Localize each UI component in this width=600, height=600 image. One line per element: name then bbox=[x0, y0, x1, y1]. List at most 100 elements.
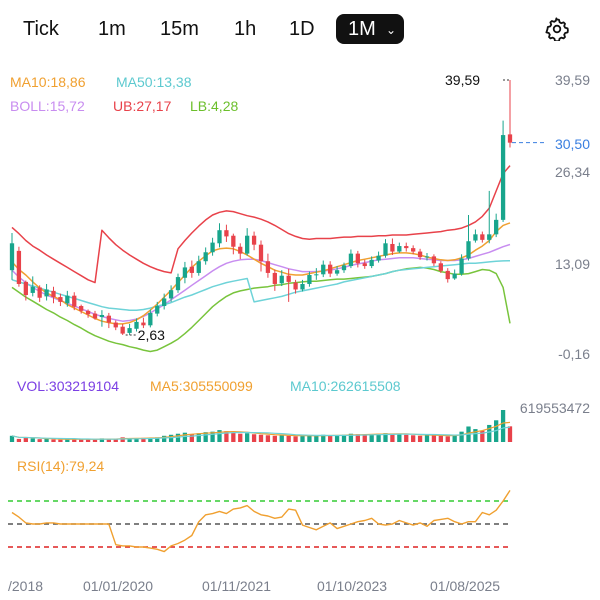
volume-bar bbox=[92, 439, 98, 442]
legend-lb: LB:4,28 bbox=[190, 98, 239, 114]
candle-body bbox=[334, 270, 340, 274]
candle-body bbox=[113, 322, 118, 328]
volume-bar bbox=[113, 439, 118, 442]
volume-bar bbox=[134, 438, 139, 442]
volume-bar bbox=[23, 437, 28, 442]
ub-line bbox=[11, 165, 511, 284]
tab-1h[interactable]: 1h bbox=[234, 18, 257, 40]
tab-tick[interactable]: Tick bbox=[23, 18, 59, 40]
candle-body bbox=[494, 219, 499, 235]
candle-body bbox=[369, 259, 374, 267]
candle-body bbox=[376, 255, 381, 261]
tab-1M[interactable]: 1M ⌄ bbox=[336, 14, 404, 44]
volume-bar bbox=[148, 437, 153, 442]
volume-bar bbox=[168, 434, 174, 442]
tab-1M-label: 1M bbox=[348, 18, 376, 40]
volume-bar bbox=[404, 434, 409, 442]
volume-bar bbox=[445, 436, 450, 442]
volume-bar bbox=[44, 438, 49, 442]
candle-body bbox=[141, 322, 146, 326]
volume-bar bbox=[106, 438, 111, 442]
candle-body bbox=[92, 313, 98, 319]
candle-body bbox=[286, 275, 291, 282]
volume-bar bbox=[72, 438, 77, 442]
candle-body bbox=[127, 328, 132, 333]
candle-body bbox=[307, 275, 312, 284]
candle-body bbox=[162, 298, 167, 307]
y-tick-label: 13,09 bbox=[554, 256, 590, 272]
tab-1m[interactable]: 1m bbox=[98, 18, 126, 40]
candle-body bbox=[314, 274, 319, 276]
volume-bar bbox=[16, 438, 22, 442]
gear-icon[interactable] bbox=[545, 17, 569, 41]
volume-bar bbox=[155, 437, 160, 442]
volume-bar bbox=[507, 426, 513, 442]
volume-bar bbox=[120, 437, 125, 442]
candle-body bbox=[120, 326, 125, 334]
volume-bar bbox=[293, 436, 298, 442]
volume-bar bbox=[279, 434, 284, 442]
tab-1d[interactable]: 1D bbox=[289, 18, 315, 40]
candle-body bbox=[251, 235, 257, 245]
volume-bar bbox=[452, 435, 457, 442]
candle-body bbox=[417, 251, 423, 258]
candle-body bbox=[411, 248, 416, 252]
candle-body bbox=[404, 246, 409, 249]
candle-body bbox=[168, 290, 174, 299]
candle-body bbox=[507, 134, 513, 143]
candle-body bbox=[390, 243, 395, 252]
candle-body bbox=[44, 289, 49, 297]
candle-body bbox=[58, 297, 63, 302]
volume-bar bbox=[355, 434, 360, 442]
volume-bar bbox=[265, 435, 271, 442]
rsi-line bbox=[11, 490, 511, 553]
volume-bar bbox=[30, 438, 35, 442]
volume-bar bbox=[210, 431, 215, 442]
candle-body bbox=[321, 264, 326, 275]
volume-bar bbox=[258, 434, 264, 442]
volume-bar bbox=[397, 433, 402, 442]
candle-body bbox=[348, 253, 354, 267]
volume-bar bbox=[390, 434, 395, 442]
volume-bar bbox=[175, 433, 181, 442]
chevron-down-icon: ⌄ bbox=[386, 23, 397, 37]
last-price-label: 30,50 bbox=[554, 136, 590, 152]
volume-bar bbox=[286, 435, 291, 442]
x-tick-label: /2018 bbox=[8, 578, 44, 594]
candle-body bbox=[480, 234, 485, 240]
candle-body bbox=[9, 243, 15, 271]
volume-bar bbox=[189, 434, 194, 442]
candle-body bbox=[148, 312, 153, 326]
volume-bar bbox=[127, 438, 132, 442]
candle-body bbox=[397, 246, 402, 252]
y-tick-label: -0,16 bbox=[558, 346, 590, 362]
x-tick-label: 01/10/2023 bbox=[317, 578, 388, 594]
candle-body bbox=[362, 263, 367, 267]
candle-body bbox=[424, 256, 430, 258]
volume-bar bbox=[85, 439, 91, 442]
legend-ub: UB:27,17 bbox=[113, 98, 172, 114]
candle-body bbox=[203, 252, 208, 262]
tab-15m[interactable]: 15m bbox=[160, 18, 199, 40]
volume-bar bbox=[417, 435, 423, 442]
candle-body bbox=[182, 267, 188, 278]
volume-bar bbox=[411, 435, 416, 442]
ma10-line bbox=[11, 222, 511, 325]
candle-body bbox=[37, 287, 42, 298]
volume-bar bbox=[9, 435, 15, 442]
legend-vol: VOL:303219104 bbox=[17, 378, 119, 394]
legend-vol-ma5: MA5:305550099 bbox=[150, 378, 253, 394]
legend-ma10: MA10:18,86 bbox=[10, 74, 86, 90]
x-tick-label: 01/11/2021 bbox=[202, 578, 272, 594]
volume-bar bbox=[203, 432, 208, 442]
candle-body bbox=[30, 286, 35, 293]
y-tick-label: 39,59 bbox=[554, 72, 590, 88]
volume-bar bbox=[272, 435, 277, 442]
volume-bar bbox=[431, 435, 437, 442]
volume-bar bbox=[307, 435, 312, 442]
candle-body bbox=[459, 258, 464, 274]
volume-bar bbox=[487, 424, 492, 442]
legend-vol-ma10: MA10:262615508 bbox=[290, 378, 401, 394]
volume-bar bbox=[328, 435, 333, 442]
